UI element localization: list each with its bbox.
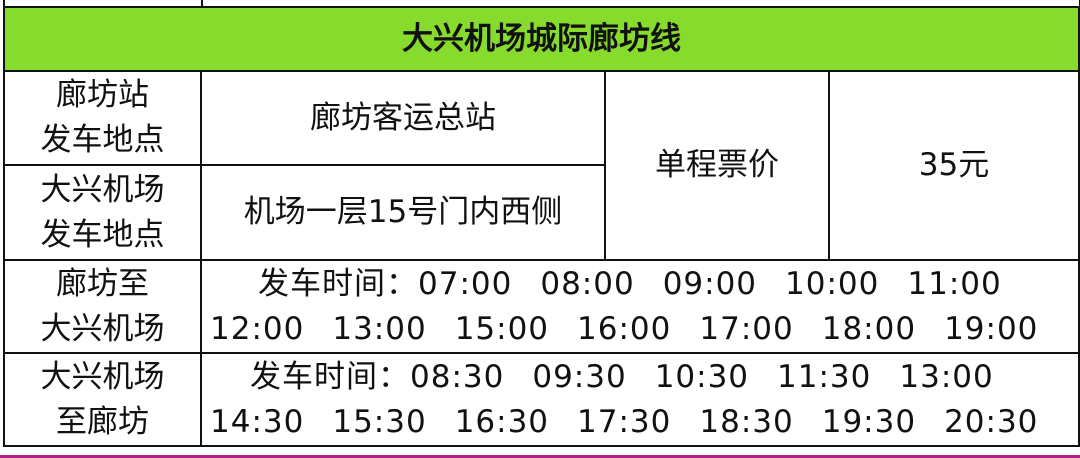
langfang-station-value: 廊坊客运总站 [200,70,606,166]
airport-station-label: 大兴机场 发车地点 [3,164,202,261]
departure-time: 16:30 [454,403,550,440]
departure-time: 20:30 [944,403,1039,440]
departure-time: 15:00 [454,310,550,347]
fare-value: 35元 [828,70,1080,261]
departure-time: 18:30 [699,403,794,440]
label-line: 廊坊站 [56,77,149,113]
route1-label: 廊坊至 大兴机场 [3,259,202,354]
departure-time: 07:00 [418,265,513,302]
departure-time: 16:00 [577,310,672,347]
label-line: 至廊坊 [56,403,149,440]
departure-time: 19:30 [821,403,917,440]
bottom-border [0,455,1080,458]
departure-time: 11:30 [777,358,872,395]
label-line: 发车地点 [40,122,165,158]
departure-time: 17:00 [699,310,794,347]
label-line: 发车地点 [40,216,165,253]
departure-prefix: 发车时间： [258,265,418,302]
departure-time: 17:30 [577,403,672,440]
departure-time: 18:00 [821,310,917,347]
departure-time: 09:00 [662,265,758,302]
departure-time: 19:00 [944,310,1039,347]
departure-time: 13:00 [899,358,994,395]
route2-times: 发车时间：08:30 09:30 10:30 11:30 13:00 14:30 15:3… [200,352,1080,447]
departure-time: 08:00 [540,265,635,302]
langfang-station-label: 廊坊站 发车地点 [3,70,202,166]
departure-time: 11:00 [907,265,1002,302]
departure-prefix: 发车时间： [250,358,410,395]
departure-time: 14:30 [210,403,305,440]
schedule-table: 大兴机场城际廊坊线 廊坊站 发车地点 廊坊客运总站 单程票价 35元 大兴机场 发车… [3,6,1080,447]
label-line: 大兴机场 [40,171,165,208]
fare-label: 单程票价 [604,70,830,261]
departure-time: 08:30 [410,358,505,395]
airport-station-value: 机场一层15号门内西侧 [200,164,606,261]
table-title: 大兴机场城际廊坊线 [3,6,1080,72]
departure-time: 09:30 [532,358,627,395]
departure-time: 12:00 [210,310,305,347]
departure-time: 10:00 [785,265,880,302]
departure-time: 10:30 [654,358,750,395]
label-line: 大兴机场 [40,358,165,395]
route2-label: 大兴机场 至廊坊 [3,352,202,447]
label-line: 大兴机场 [40,310,165,347]
label-line: 廊坊至 [56,265,149,302]
departure-time: 13:00 [332,310,427,347]
route1-times: 发车时间：07:00 08:00 09:00 10:00 11:00 12:00 13:0… [200,259,1080,354]
departure-time: 15:30 [332,403,427,440]
